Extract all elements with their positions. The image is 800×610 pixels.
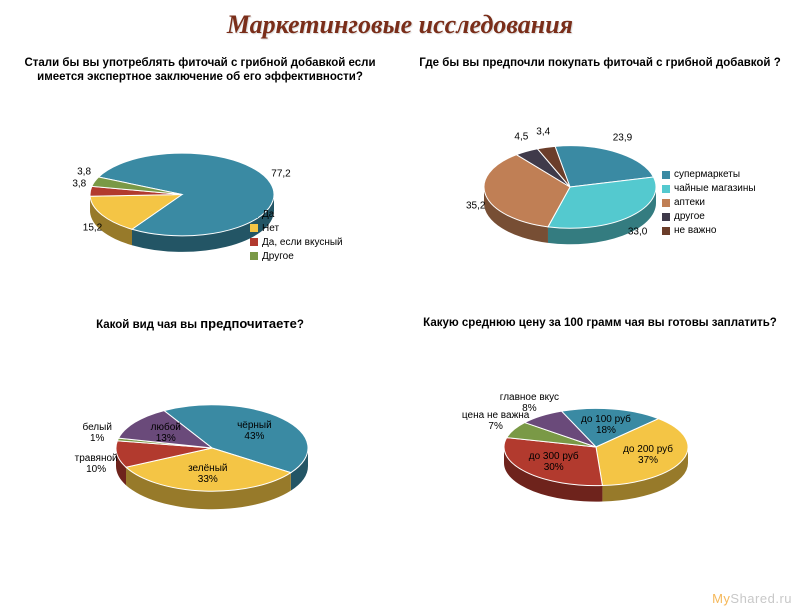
legend-item: не важно bbox=[662, 225, 756, 236]
legend-swatch bbox=[250, 210, 258, 218]
data-label: чёрный43% bbox=[237, 420, 272, 442]
legend-swatch bbox=[662, 199, 670, 207]
data-label: зелёный33% bbox=[188, 463, 227, 485]
legend: Да Нет Да, если вкусный Другое bbox=[250, 209, 343, 265]
chart-cell-4: Какую среднюю цену за 100 грамм чая вы г… bbox=[400, 316, 800, 576]
charts-grid: Стали бы вы употреблять фиточай с грибно… bbox=[0, 56, 800, 576]
legend-label: Да, если вкусный bbox=[262, 237, 343, 248]
legend: супермаркеты чайные магазины аптеки другое н… bbox=[662, 169, 756, 239]
chart-cell-1: Стали бы вы употреблять фиточай с грибно… bbox=[0, 56, 400, 316]
data-label: до 200 руб37% bbox=[623, 444, 673, 466]
legend-label: Да bbox=[262, 209, 274, 220]
legend-swatch bbox=[250, 224, 258, 232]
chart-title: Какой вид чая вы предпочитаете? bbox=[0, 316, 400, 336]
legend-swatch bbox=[250, 238, 258, 246]
data-label: до 300 руб30% bbox=[529, 451, 579, 473]
pie-chart: 77,2 15,2 3,83,8 Да Нет Да, если вкусный Друго… bbox=[0, 89, 400, 312]
data-label: белый1% bbox=[82, 422, 111, 444]
data-label: 77,2 bbox=[271, 168, 290, 179]
data-label: 4,5 bbox=[514, 131, 528, 142]
data-label: 23,9 bbox=[613, 133, 632, 144]
legend-label: чайные магазины bbox=[674, 183, 756, 194]
chart-title: Где бы вы предпочли покупать фиточай с г… bbox=[400, 56, 800, 74]
data-label: 35,2 bbox=[466, 200, 485, 211]
data-label: 15,2 bbox=[83, 222, 102, 233]
pie-chart: чёрный43% зелёный33% травяной10% белый1% люб… bbox=[0, 336, 400, 572]
legend-swatch bbox=[662, 227, 670, 235]
chart-title: Стали бы вы употреблять фиточай с грибно… bbox=[0, 56, 400, 89]
data-label: травяной10% bbox=[75, 453, 118, 475]
legend-label: Другое bbox=[262, 251, 294, 262]
legend-label: аптеки bbox=[674, 197, 705, 208]
pie-chart: до 100 руб18%до 200 руб37%до 300 руб30%ц… bbox=[400, 334, 800, 572]
legend-label: не важно bbox=[674, 225, 716, 236]
legend-item: Другое bbox=[250, 251, 343, 262]
legend-swatch bbox=[662, 213, 670, 221]
chart-title: Какую среднюю цену за 100 грамм чая вы г… bbox=[400, 316, 800, 334]
data-label: 3,8 bbox=[77, 167, 91, 178]
data-label: 33,0 bbox=[628, 227, 647, 238]
legend-swatch bbox=[662, 171, 670, 179]
legend-label: Нет bbox=[262, 223, 279, 234]
watermark-suffix: Shared.ru bbox=[730, 591, 792, 606]
data-label: главное вкус8% bbox=[500, 392, 559, 414]
legend-label: супермаркеты bbox=[674, 169, 740, 180]
watermark: MyShared.ru bbox=[712, 591, 792, 606]
legend-swatch bbox=[250, 252, 258, 260]
data-label: 3,8 bbox=[72, 179, 86, 190]
chart-cell-3: Какой вид чая вы предпочитаете?чёрный43%… bbox=[0, 316, 400, 576]
chart-cell-2: Где бы вы предпочли покупать фиточай с г… bbox=[400, 56, 800, 316]
watermark-prefix: My bbox=[712, 591, 730, 606]
data-label: до 100 руб18% bbox=[581, 414, 631, 436]
legend-label: другое bbox=[674, 211, 705, 222]
legend-swatch bbox=[662, 185, 670, 193]
legend-item: аптеки bbox=[662, 197, 756, 208]
legend-item: Да, если вкусный bbox=[250, 237, 343, 248]
legend-item: супермаркеты bbox=[662, 169, 756, 180]
page-title: Маркетинговые исследования bbox=[0, 10, 800, 40]
pie-chart: 23,9 33,0 35,2 4,5 3,4 супермаркеты чайные маг… bbox=[400, 74, 800, 312]
legend-item: Нет bbox=[250, 223, 343, 234]
legend-item: Да bbox=[250, 209, 343, 220]
legend-item: чайные магазины bbox=[662, 183, 756, 194]
data-label: любой13% bbox=[151, 422, 181, 444]
legend-item: другое bbox=[662, 211, 756, 222]
data-label: 3,4 bbox=[536, 126, 550, 137]
